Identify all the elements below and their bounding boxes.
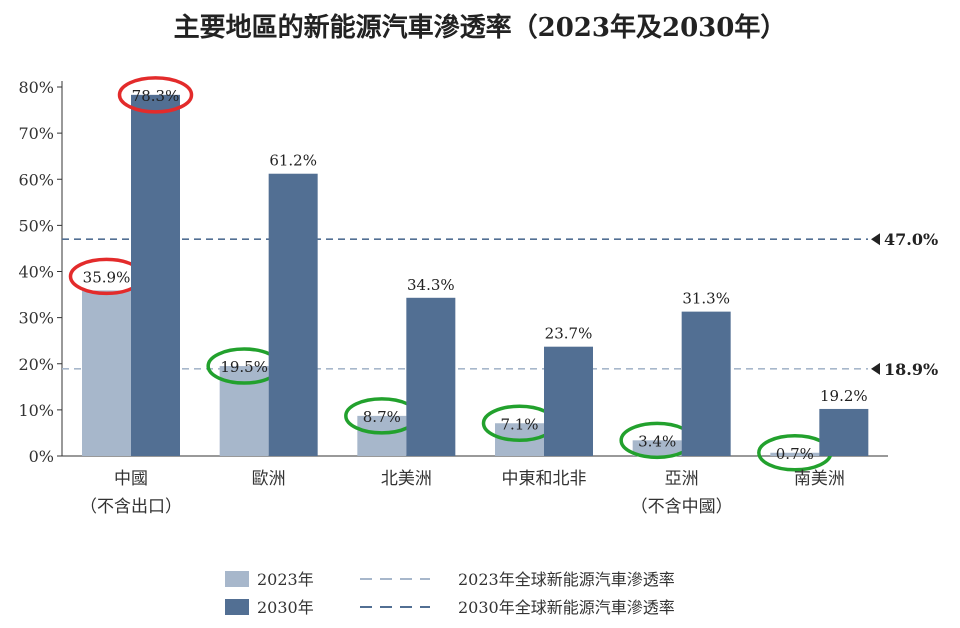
data-label: 0.7% bbox=[776, 445, 814, 463]
data-label: 8.7% bbox=[363, 408, 401, 426]
bars: 35.9% 78.3% 19.5% 61.2% 8.7% 34.3% 7.1% 23.7% 3.… bbox=[68, 76, 869, 472]
y-tick-label: 40% bbox=[18, 263, 54, 282]
reference-lines: 18.9% 47.0% bbox=[62, 230, 938, 379]
bar-2030 bbox=[268, 173, 318, 456]
data-label: 19.2% bbox=[820, 387, 868, 405]
highlight-circle bbox=[117, 76, 194, 114]
data-label: 34.3% bbox=[407, 276, 455, 294]
legend-label: 2030年 bbox=[257, 598, 314, 617]
data-label: 3.4% bbox=[638, 432, 676, 450]
bar-2030 bbox=[406, 297, 456, 456]
chart-title: 主要地區的新能源汽車滲透率（2023年及2030年） bbox=[174, 12, 787, 43]
legend-label: 2023年 bbox=[257, 570, 314, 589]
reference-line-label: 47.0% bbox=[884, 230, 938, 249]
bar-2023 bbox=[82, 290, 131, 456]
legend-label: 2030年全球新能源汽車滲透率 bbox=[458, 598, 675, 617]
reference-arrow bbox=[871, 362, 880, 375]
y-axis: 0% 10% 20% 30% 40% 50% 60% 70% 80% bbox=[18, 78, 888, 466]
data-label: 23.7% bbox=[545, 325, 593, 343]
legend-label: 2023年全球新能源汽車滲透率 bbox=[458, 570, 675, 589]
y-tick-label: 60% bbox=[18, 170, 54, 189]
data-label: 35.9% bbox=[83, 268, 131, 286]
y-tick-label: 20% bbox=[18, 355, 54, 374]
bar-2030 bbox=[544, 346, 593, 456]
category-label: 亞洲 bbox=[665, 469, 699, 489]
y-tick-label: 80% bbox=[18, 78, 54, 97]
legend-swatch bbox=[225, 599, 249, 615]
y-tick-label: 70% bbox=[18, 124, 54, 143]
category-label: 歐洲 bbox=[252, 469, 286, 489]
data-label: 78.3% bbox=[132, 87, 180, 105]
category-labels: 中國 （不含出口） 歐洲 北美洲 中東和北非 亞洲 （不含中國） 南美洲 bbox=[80, 469, 845, 517]
y-tick-label: 0% bbox=[29, 447, 54, 466]
bar-2030 bbox=[819, 408, 869, 456]
reference-arrow bbox=[871, 233, 880, 246]
bar-2023 bbox=[632, 440, 682, 456]
category-label: （不含出口） bbox=[80, 497, 182, 517]
data-label: 61.2% bbox=[269, 152, 317, 170]
category-label: 中東和北非 bbox=[502, 469, 587, 489]
legend: 2023年 2030年 2023年全球新能源汽車滲透率 2030年全球新能源汽車滲透率 bbox=[225, 570, 675, 617]
bar-2023 bbox=[357, 415, 407, 456]
data-label: 7.1% bbox=[500, 415, 538, 433]
y-tick-label: 30% bbox=[18, 309, 54, 328]
reference-line-label: 18.9% bbox=[884, 360, 938, 379]
y-tick-label: 50% bbox=[18, 216, 54, 235]
category-label: 中國 bbox=[114, 469, 148, 489]
bar-2023 bbox=[770, 452, 820, 456]
category-label: （不含中國） bbox=[631, 497, 733, 517]
bar-2030 bbox=[131, 94, 180, 456]
data-label: 19.5% bbox=[220, 358, 268, 376]
legend-swatch bbox=[225, 571, 249, 587]
category-label: 南美洲 bbox=[794, 469, 845, 489]
data-label: 31.3% bbox=[682, 290, 730, 308]
bar-2030 bbox=[681, 311, 731, 456]
category-label: 北美洲 bbox=[381, 469, 432, 489]
y-tick-label: 10% bbox=[18, 401, 54, 420]
